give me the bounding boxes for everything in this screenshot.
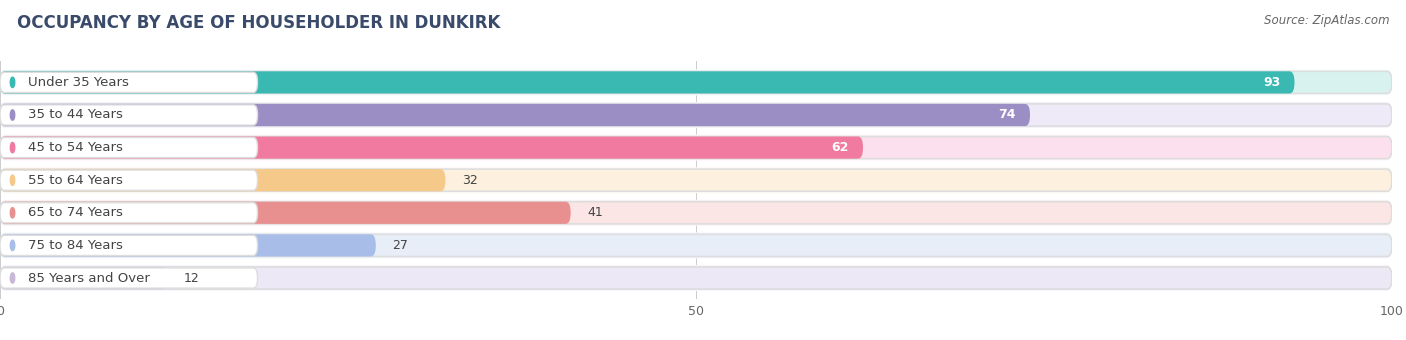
FancyBboxPatch shape [0,202,1392,224]
Circle shape [10,208,14,218]
Text: 85 Years and Over: 85 Years and Over [28,272,149,285]
Text: 65 to 74 Years: 65 to 74 Years [28,206,122,219]
Text: 62: 62 [832,141,849,154]
Circle shape [10,273,14,283]
FancyBboxPatch shape [0,69,1392,96]
FancyBboxPatch shape [0,232,1392,258]
Text: 45 to 54 Years: 45 to 54 Years [28,141,122,154]
FancyBboxPatch shape [0,234,1392,256]
Text: Under 35 Years: Under 35 Years [28,76,129,89]
Text: 32: 32 [463,174,478,187]
Text: 74: 74 [998,108,1017,121]
FancyBboxPatch shape [0,102,1392,128]
FancyBboxPatch shape [0,71,1392,94]
FancyBboxPatch shape [0,234,375,256]
Circle shape [10,175,14,185]
Text: 41: 41 [588,206,603,219]
Text: 35 to 44 Years: 35 to 44 Years [28,108,122,121]
Text: Source: ZipAtlas.com: Source: ZipAtlas.com [1264,14,1389,27]
FancyBboxPatch shape [0,137,257,158]
FancyBboxPatch shape [0,105,257,125]
Circle shape [10,77,14,88]
FancyBboxPatch shape [0,137,863,159]
FancyBboxPatch shape [0,203,257,223]
FancyBboxPatch shape [0,202,571,224]
FancyBboxPatch shape [0,235,257,256]
FancyBboxPatch shape [0,135,1392,160]
Text: 27: 27 [392,239,408,252]
FancyBboxPatch shape [0,170,257,190]
FancyBboxPatch shape [0,137,1392,159]
FancyBboxPatch shape [0,104,1031,126]
FancyBboxPatch shape [0,267,167,289]
FancyBboxPatch shape [0,200,1392,226]
FancyBboxPatch shape [0,104,1392,126]
Text: 55 to 64 Years: 55 to 64 Years [28,174,122,187]
Text: 93: 93 [1264,76,1281,89]
FancyBboxPatch shape [0,169,1392,191]
Text: OCCUPANCY BY AGE OF HOUSEHOLDER IN DUNKIRK: OCCUPANCY BY AGE OF HOUSEHOLDER IN DUNKI… [17,14,501,32]
FancyBboxPatch shape [0,72,257,92]
FancyBboxPatch shape [0,167,1392,193]
Text: 12: 12 [184,272,200,285]
Circle shape [10,240,14,251]
FancyBboxPatch shape [0,71,1295,94]
Circle shape [10,142,14,153]
FancyBboxPatch shape [0,265,1392,291]
FancyBboxPatch shape [0,267,1392,289]
Text: 75 to 84 Years: 75 to 84 Years [28,239,122,252]
FancyBboxPatch shape [0,169,446,191]
FancyBboxPatch shape [0,268,257,288]
Circle shape [10,110,14,120]
